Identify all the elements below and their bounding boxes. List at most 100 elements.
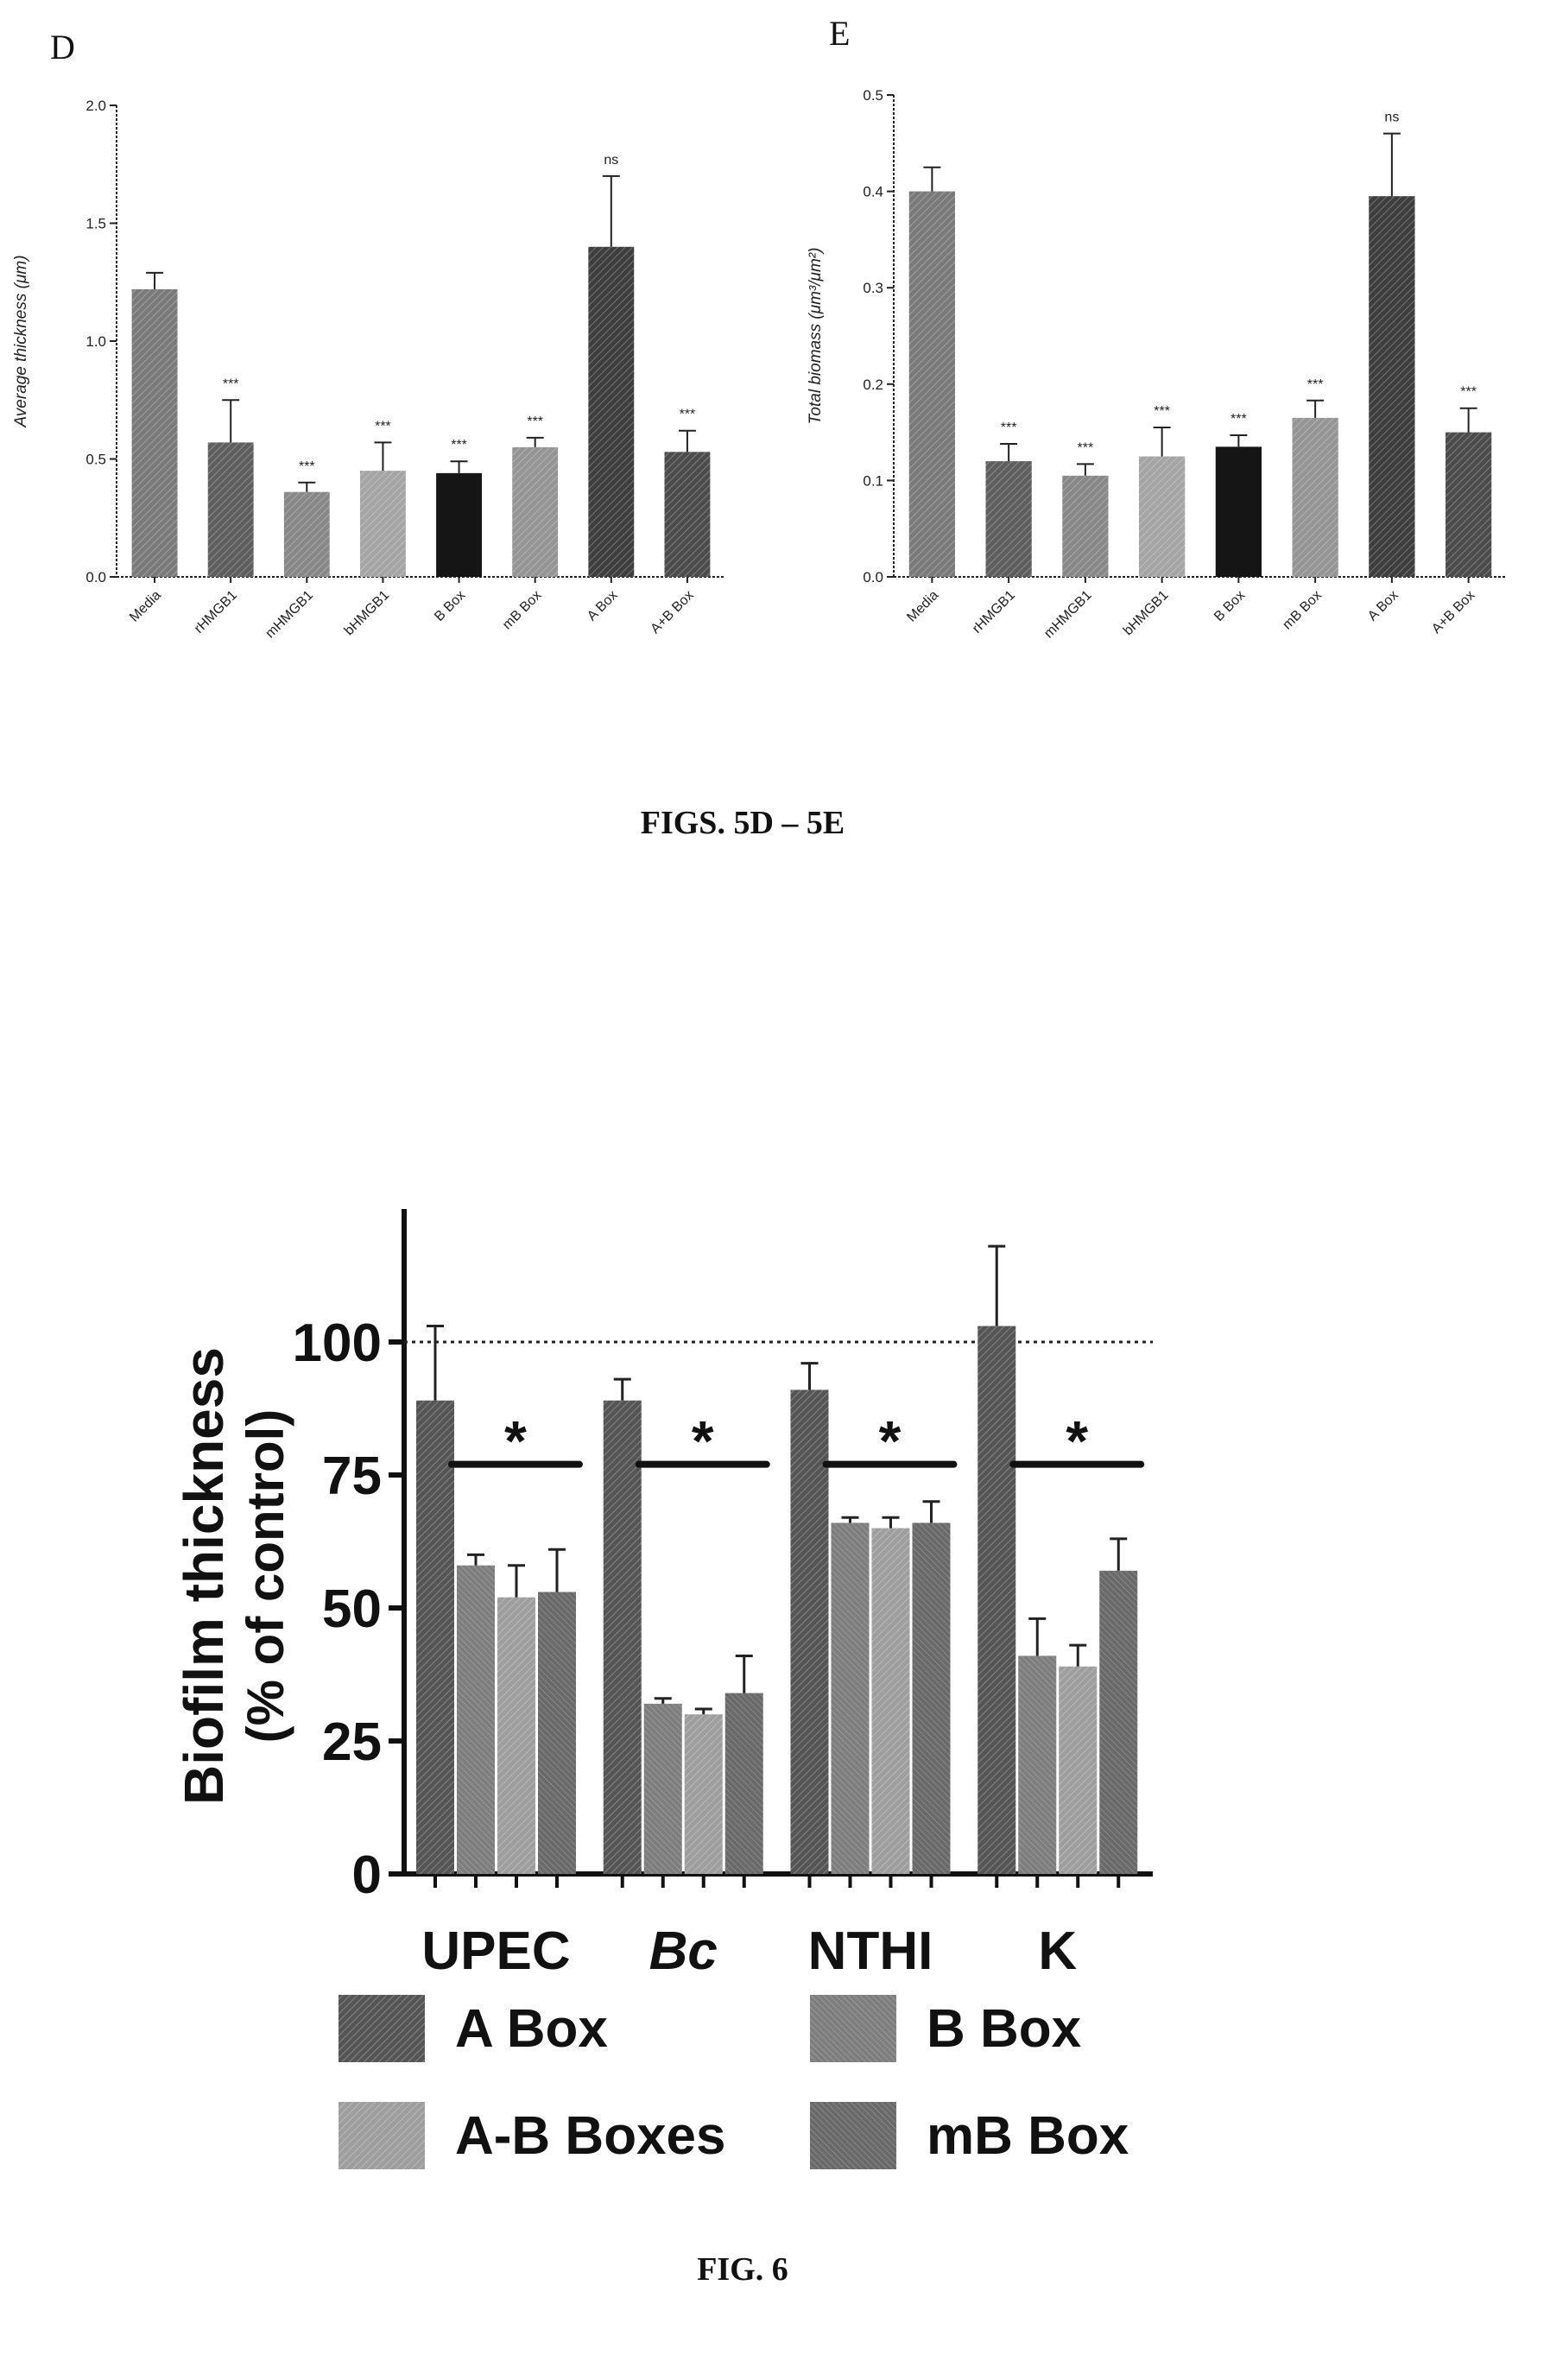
bar-hatch xyxy=(360,471,406,577)
bar-hatch xyxy=(512,446,559,577)
bar-hatch xyxy=(643,1703,682,1874)
chart-5e: 0.0 0.1 0.2 0.3 0.4 0.5 Total biomass (μm³/μm²… xyxy=(807,87,1507,641)
bar-hatch xyxy=(1139,456,1186,577)
legend-label: A Box xyxy=(455,1999,608,2059)
bar-hatch xyxy=(871,1528,910,1874)
bar-b-box xyxy=(436,472,482,577)
y-tick-label: 0 xyxy=(352,1845,382,1905)
bar-hatch xyxy=(588,246,635,577)
significance-annotation: *** xyxy=(1231,412,1247,427)
significance-star: * xyxy=(1066,1409,1088,1473)
significance-annotation: ns xyxy=(1384,111,1399,125)
x-tick-label: A Box xyxy=(585,588,621,624)
bar-hatch xyxy=(283,491,330,577)
bar-hatch xyxy=(1292,417,1338,577)
significance-annotation: ns xyxy=(604,153,618,168)
significance-annotation: *** xyxy=(527,415,543,429)
category-label-nthi: NTHI xyxy=(808,1921,933,1981)
legend-swatch-hatch xyxy=(810,1995,896,2062)
y-tick-label: 100 xyxy=(293,1313,382,1373)
panel-letter-d: D xyxy=(50,28,75,66)
panel-letter-e: E xyxy=(829,14,850,53)
bar-hatch xyxy=(908,191,955,577)
y-tick-label: 0.5 xyxy=(85,452,106,468)
y-tick-label: 75 xyxy=(322,1446,382,1506)
y-tick-label: 2.0 xyxy=(85,98,106,114)
y-axis-label: Total biomass (μm³/μm²) xyxy=(807,248,825,425)
x-tick-label: B Box xyxy=(1212,588,1248,624)
bar-hatch xyxy=(497,1597,535,1874)
y-tick-label: 1.5 xyxy=(85,216,106,232)
legend-label: B Box xyxy=(927,1999,1082,2059)
legend-swatch-hatch xyxy=(810,2102,896,2169)
category-label-upec: UPEC xyxy=(421,1921,570,1981)
bar-hatch xyxy=(664,452,711,577)
legend-label: mB Box xyxy=(927,2106,1129,2166)
bar-hatch xyxy=(416,1400,454,1874)
bar-hatch xyxy=(207,442,254,577)
y-tick-label: 0.2 xyxy=(863,377,883,393)
x-tick-label: B Box xyxy=(432,588,468,624)
category-label-bc: Bc xyxy=(649,1921,718,1981)
bar-hatch xyxy=(457,1565,495,1874)
chart-5d: 0.0 0.5 1.0 1.5 2.0 Average thickness (μm) Med… xyxy=(12,98,725,641)
bar-hatch xyxy=(684,1714,723,1874)
x-tick-label: A Box xyxy=(1365,588,1401,624)
significance-annotation: *** xyxy=(451,438,467,453)
y-axis-label-line1: Biofilm thickness xyxy=(173,1347,235,1805)
y-axis-label: Average thickness (μm) xyxy=(12,255,30,427)
x-tick-label: rHMGB1 xyxy=(970,588,1018,636)
significance-annotation: *** xyxy=(1460,385,1477,400)
legend-label: A-B Boxes xyxy=(455,2106,726,2166)
bar-hatch xyxy=(724,1693,763,1874)
legend-swatch-hatch xyxy=(338,2102,425,2169)
bar-hatch xyxy=(1062,475,1109,577)
bar-hatch xyxy=(1099,1570,1138,1874)
y-tick-label: 0.3 xyxy=(863,280,883,296)
significance-annotation: *** xyxy=(680,408,696,422)
x-tick-label: rHMGB1 xyxy=(192,588,240,636)
significance-annotation: *** xyxy=(223,377,239,391)
bar-hatch xyxy=(1018,1655,1057,1874)
bar-hatch xyxy=(985,461,1032,577)
significance-star: * xyxy=(692,1409,714,1473)
y-tick-label: 50 xyxy=(322,1579,382,1639)
significance-annotation: *** xyxy=(299,459,315,474)
bar-hatch xyxy=(131,288,178,577)
bar-hatch xyxy=(790,1389,829,1874)
y-tick-label: 0.4 xyxy=(863,184,883,200)
caption-fig5: FIGS. 5D – 5E xyxy=(641,805,845,841)
y-tick-label: 0.0 xyxy=(85,569,106,586)
significance-annotation: *** xyxy=(1154,404,1170,419)
bar-b-box xyxy=(1215,446,1262,577)
bar-hatch xyxy=(912,1522,951,1874)
significance-annotation: *** xyxy=(1307,377,1324,392)
y-tick-label: 1.0 xyxy=(85,333,106,350)
bar-hatch xyxy=(831,1522,870,1874)
y-tick-label: 0.1 xyxy=(863,472,883,489)
bar-hatch xyxy=(977,1326,1016,1874)
bar-hatch xyxy=(603,1400,642,1874)
x-tick-label: A+B Box xyxy=(1429,588,1477,636)
y-tick-label: 0.5 xyxy=(863,87,883,104)
x-tick-label: A+B Box xyxy=(648,588,696,636)
x-tick-label: Media xyxy=(904,588,941,625)
chart-6: 0 25 50 75 100 Biofilm thickness (% of control… xyxy=(173,1209,1153,2169)
significance-star: * xyxy=(504,1409,527,1473)
bar-hatch xyxy=(1059,1666,1098,1874)
x-tick-label: mB Box xyxy=(500,588,545,633)
bar-hatch xyxy=(1446,432,1492,577)
y-axis-label-line2: (% of control) xyxy=(237,1409,294,1744)
legend-swatch-hatch xyxy=(338,1995,425,2062)
y-tick-label: 0.0 xyxy=(863,569,883,586)
significance-annotation: *** xyxy=(1078,440,1094,455)
x-tick-label: bHMGB1 xyxy=(342,588,393,639)
significance-star: * xyxy=(879,1409,902,1473)
significance-annotation: *** xyxy=(375,419,391,434)
x-tick-label: mHMGB1 xyxy=(1041,588,1095,642)
x-tick-label: bHMGB1 xyxy=(1121,588,1172,639)
x-tick-label: Media xyxy=(127,588,164,625)
bar-hatch xyxy=(538,1592,576,1874)
category-label-k: K xyxy=(1038,1921,1077,1981)
